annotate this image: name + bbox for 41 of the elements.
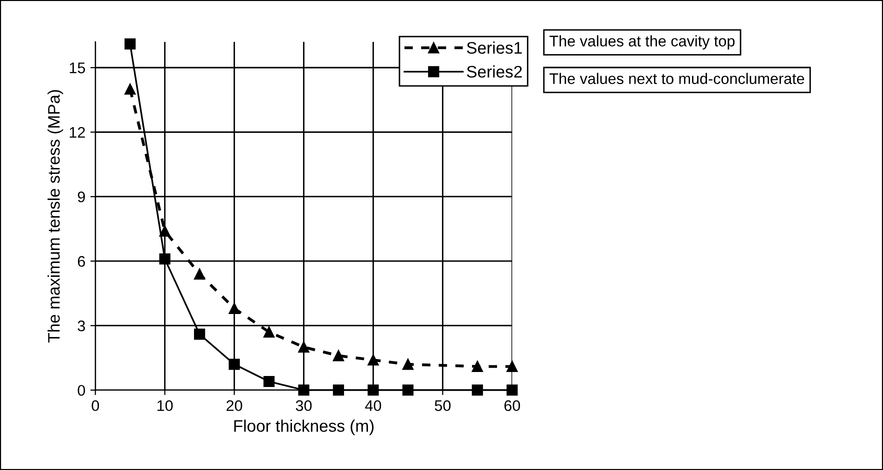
point xyxy=(228,358,240,370)
point xyxy=(506,360,518,372)
y-tick-label: 15 xyxy=(70,62,86,74)
point xyxy=(472,360,483,372)
point xyxy=(402,358,414,370)
point xyxy=(402,384,414,396)
x-tick-label: 60 xyxy=(504,400,520,412)
y-tick-label: 0 xyxy=(78,384,86,396)
x-tick-label: 50 xyxy=(434,400,451,412)
point xyxy=(159,253,170,265)
point xyxy=(332,350,344,362)
point xyxy=(228,302,240,314)
point xyxy=(263,326,275,338)
point xyxy=(298,384,310,396)
point xyxy=(368,384,379,396)
x-tick-label: 0 xyxy=(92,400,100,412)
point xyxy=(298,342,310,353)
point xyxy=(506,384,518,396)
y-tick-label: 3 xyxy=(78,320,85,332)
point xyxy=(124,38,136,50)
y-tick-label: 12 xyxy=(70,126,85,138)
point xyxy=(332,384,344,396)
point xyxy=(194,328,206,340)
point xyxy=(194,268,206,280)
x-tick-label: 40 xyxy=(365,400,382,412)
x-tick-label: 10 xyxy=(157,400,173,412)
point xyxy=(124,84,136,95)
point xyxy=(368,354,379,366)
text: The values next to mud-conclumerate xyxy=(550,72,804,84)
y-axis-title: The maximum tensle stress (MPa) xyxy=(48,90,64,342)
legend-label: Series2 xyxy=(466,65,522,78)
x-tick-label: 20 xyxy=(226,400,242,412)
text: The values at the cavity top xyxy=(550,35,735,50)
point xyxy=(263,376,275,388)
legend-label: Series1 xyxy=(466,42,522,54)
x-axis-title: Floor thickness (m) xyxy=(234,420,374,436)
y-tick-label: 9 xyxy=(78,191,85,202)
x-tick-label: 30 xyxy=(296,400,312,412)
point xyxy=(159,225,170,237)
y-tick-label: 6 xyxy=(78,256,85,267)
point xyxy=(472,384,483,396)
